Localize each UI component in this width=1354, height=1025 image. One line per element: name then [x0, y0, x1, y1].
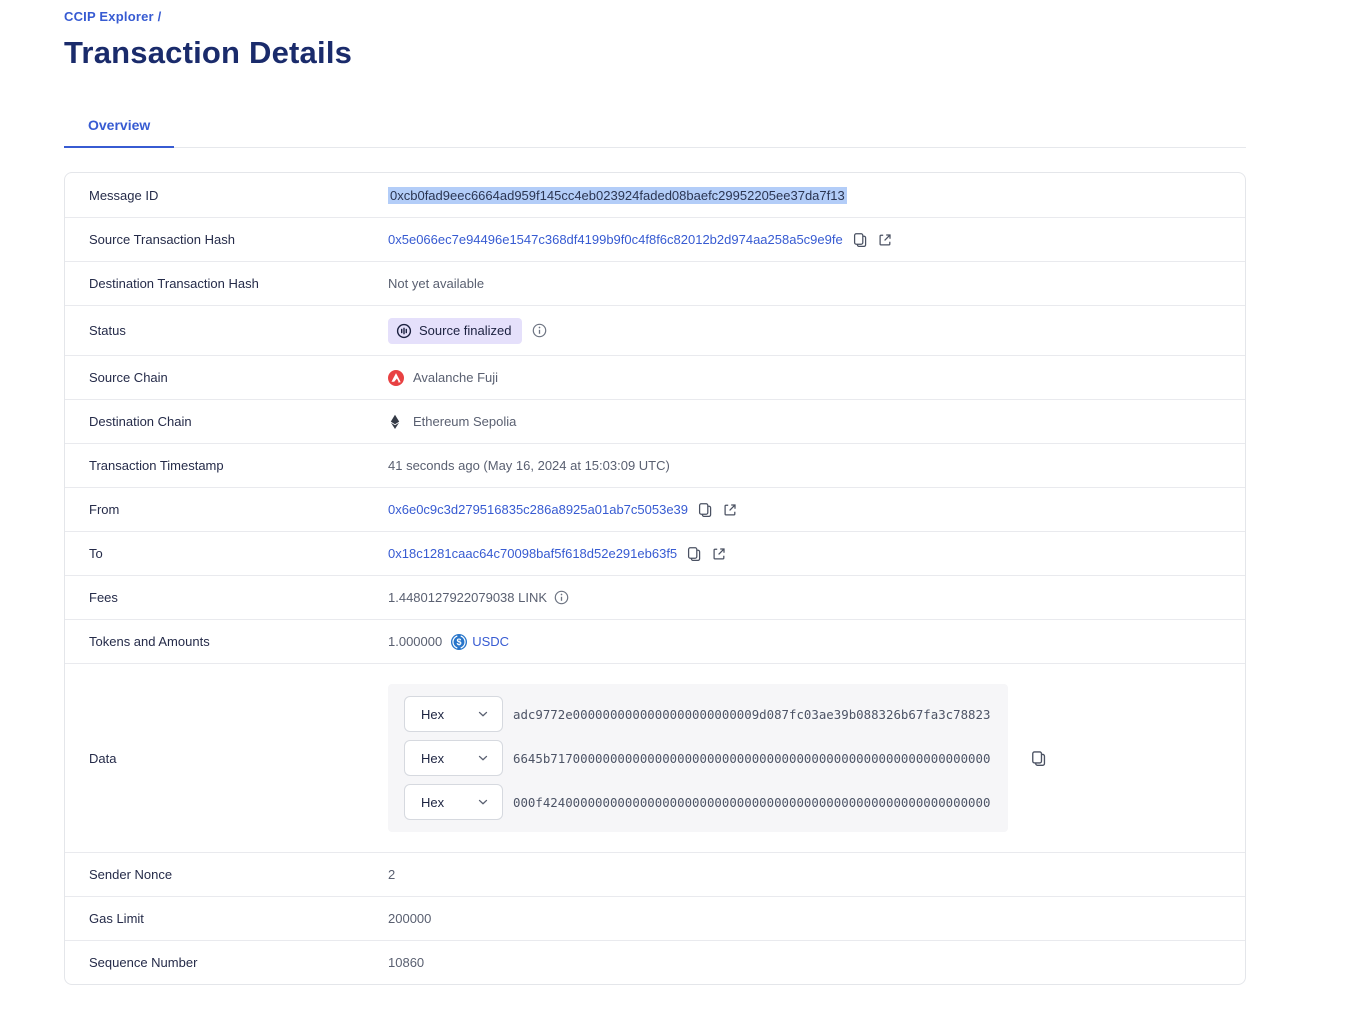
row-status: Status Source finalized [65, 305, 1245, 355]
copy-icon[interactable] [697, 502, 713, 518]
external-link-icon[interactable] [722, 502, 738, 518]
status-badge-label: Source finalized [419, 323, 512, 338]
token-amount: 1.000000 [388, 634, 443, 649]
data-line: Hex 6645b7170000000000000000000000000000… [404, 740, 992, 776]
page-title: Transaction Details [64, 35, 353, 70]
to-address-link[interactable]: 0x18c1281caac64c70098baf5f618d52e291eb63… [388, 546, 678, 561]
data-format-value: Hex [421, 794, 445, 810]
row-tokens: Tokens and Amounts 1.000000 USDC [65, 619, 1245, 663]
row-source-chain: Source Chain Avalanche Fuji [65, 355, 1245, 399]
row-source-tx-hash: Source Transaction Hash 0x5e066ec7e94496… [65, 217, 1245, 261]
breadcrumb-ccip-explorer-link[interactable]: CCIP Explorer / [64, 9, 161, 24]
data-hex-box: Hex adc9772e0000000000000000000000009d08… [388, 684, 1008, 832]
avalanche-icon [388, 369, 404, 386]
row-label: Data [89, 750, 117, 766]
row-label: Sender Nonce [89, 867, 173, 882]
dest-tx-hash-value: Not yet available [388, 276, 485, 291]
breadcrumb-separator: / [157, 9, 162, 24]
from-address-link[interactable]: 0x6e0c9c3d279516835c286a8925a01ab7c5053e… [388, 502, 689, 517]
transaction-details-page: CCIP Explorer / Transaction Details Over… [64, 8, 1246, 985]
row-label: From [89, 502, 120, 517]
row-timestamp: Transaction Timestamp 41 seconds ago (Ma… [65, 443, 1245, 487]
row-label: Tokens and Amounts [89, 634, 210, 649]
data-line: Hex 000f42400000000000000000000000000000… [404, 784, 992, 820]
row-label: Message ID [89, 187, 159, 203]
sequence-number-value: 10860 [388, 955, 425, 970]
external-link-icon[interactable] [711, 546, 727, 562]
row-label: Destination Transaction Hash [89, 276, 259, 291]
row-label: Gas Limit [89, 911, 144, 926]
row-message-id: Message ID 0xcb0fad9eec6664ad959f145cc4e… [65, 173, 1245, 217]
tab-bar: Overview [64, 107, 1246, 148]
data-format-value: Hex [421, 750, 445, 766]
row-sender-nonce: Sender Nonce 2 [65, 852, 1245, 896]
ethereum-icon [388, 414, 402, 430]
chevron-down-icon [476, 751, 490, 765]
fees-value: 1.4480127922079038 LINK [388, 590, 548, 605]
data-hex-value: 000f424000000000000000000000000000000000… [513, 794, 991, 810]
tab-overview[interactable]: Overview [64, 107, 175, 148]
transaction-details-table: Message ID 0xcb0fad9eec6664ad959f145cc4e… [64, 172, 1246, 985]
fees-info-icon[interactable] [554, 590, 569, 605]
row-gas-limit: Gas Limit 200000 [65, 896, 1245, 940]
row-label: To [89, 546, 103, 561]
row-fees: Fees 1.4480127922079038 LINK [65, 575, 1245, 619]
data-format-select[interactable]: Hex [404, 784, 503, 820]
data-format-select[interactable]: Hex [404, 696, 503, 732]
breadcrumb-label: CCIP Explorer [64, 9, 154, 24]
row-label: Fees [89, 590, 118, 605]
status-info-icon[interactable] [532, 323, 547, 338]
row-data: Data Hex adc9772e00000000000000000000000… [65, 663, 1245, 852]
row-label: Source Transaction Hash [89, 232, 235, 247]
chevron-down-icon [476, 707, 490, 721]
finality-waves-icon [396, 323, 412, 339]
copy-icon[interactable] [1030, 750, 1047, 767]
data-hex-value: 6645b71700000000000000000000000000000000… [513, 750, 991, 766]
timestamp-value: 41 seconds ago (May 16, 2024 at 15:03:09… [388, 458, 670, 473]
data-line: Hex adc9772e0000000000000000000000009d08… [404, 696, 992, 732]
row-sequence-number: Sequence Number 10860 [65, 940, 1245, 984]
sender-nonce-value: 2 [388, 867, 396, 882]
source-chain-name: Avalanche Fuji [413, 370, 499, 385]
data-format-select[interactable]: Hex [404, 740, 503, 776]
token-symbol-link[interactable]: USDC [472, 634, 510, 649]
external-link-icon[interactable] [877, 232, 893, 248]
copy-icon[interactable] [852, 232, 868, 248]
usdc-icon [451, 633, 468, 650]
row-from: From 0x6e0c9c3d279516835c286a8925a01ab7c… [65, 487, 1245, 531]
data-hex-value: adc9772e0000000000000000000000009d087fc0… [513, 706, 991, 722]
status-badge: Source finalized [388, 317, 522, 344]
row-label: Status [89, 323, 126, 338]
breadcrumb: CCIP Explorer / [64, 8, 1246, 26]
row-label: Sequence Number [89, 955, 198, 970]
row-to: To 0x18c1281caac64c70098baf5f618d52e291e… [65, 531, 1245, 575]
row-label: Destination Chain [89, 414, 192, 429]
row-dest-chain: Destination Chain Ethereum Sepolia [65, 399, 1245, 443]
row-label: Transaction Timestamp [89, 458, 224, 473]
row-label: Source Chain [89, 370, 168, 385]
source-tx-hash-link[interactable]: 0x5e066ec7e94496e1547c368df4199b9f0c4f8f… [388, 232, 843, 247]
gas-limit-value: 200000 [388, 911, 432, 926]
dest-chain-name: Ethereum Sepolia [413, 414, 517, 429]
message-id-value: 0xcb0fad9eec6664ad959f145cc4eb023924fade… [388, 186, 847, 204]
row-dest-tx-hash: Destination Transaction Hash Not yet ava… [65, 261, 1245, 305]
copy-icon[interactable] [686, 546, 702, 562]
chevron-down-icon [476, 795, 490, 809]
data-format-value: Hex [421, 706, 445, 722]
